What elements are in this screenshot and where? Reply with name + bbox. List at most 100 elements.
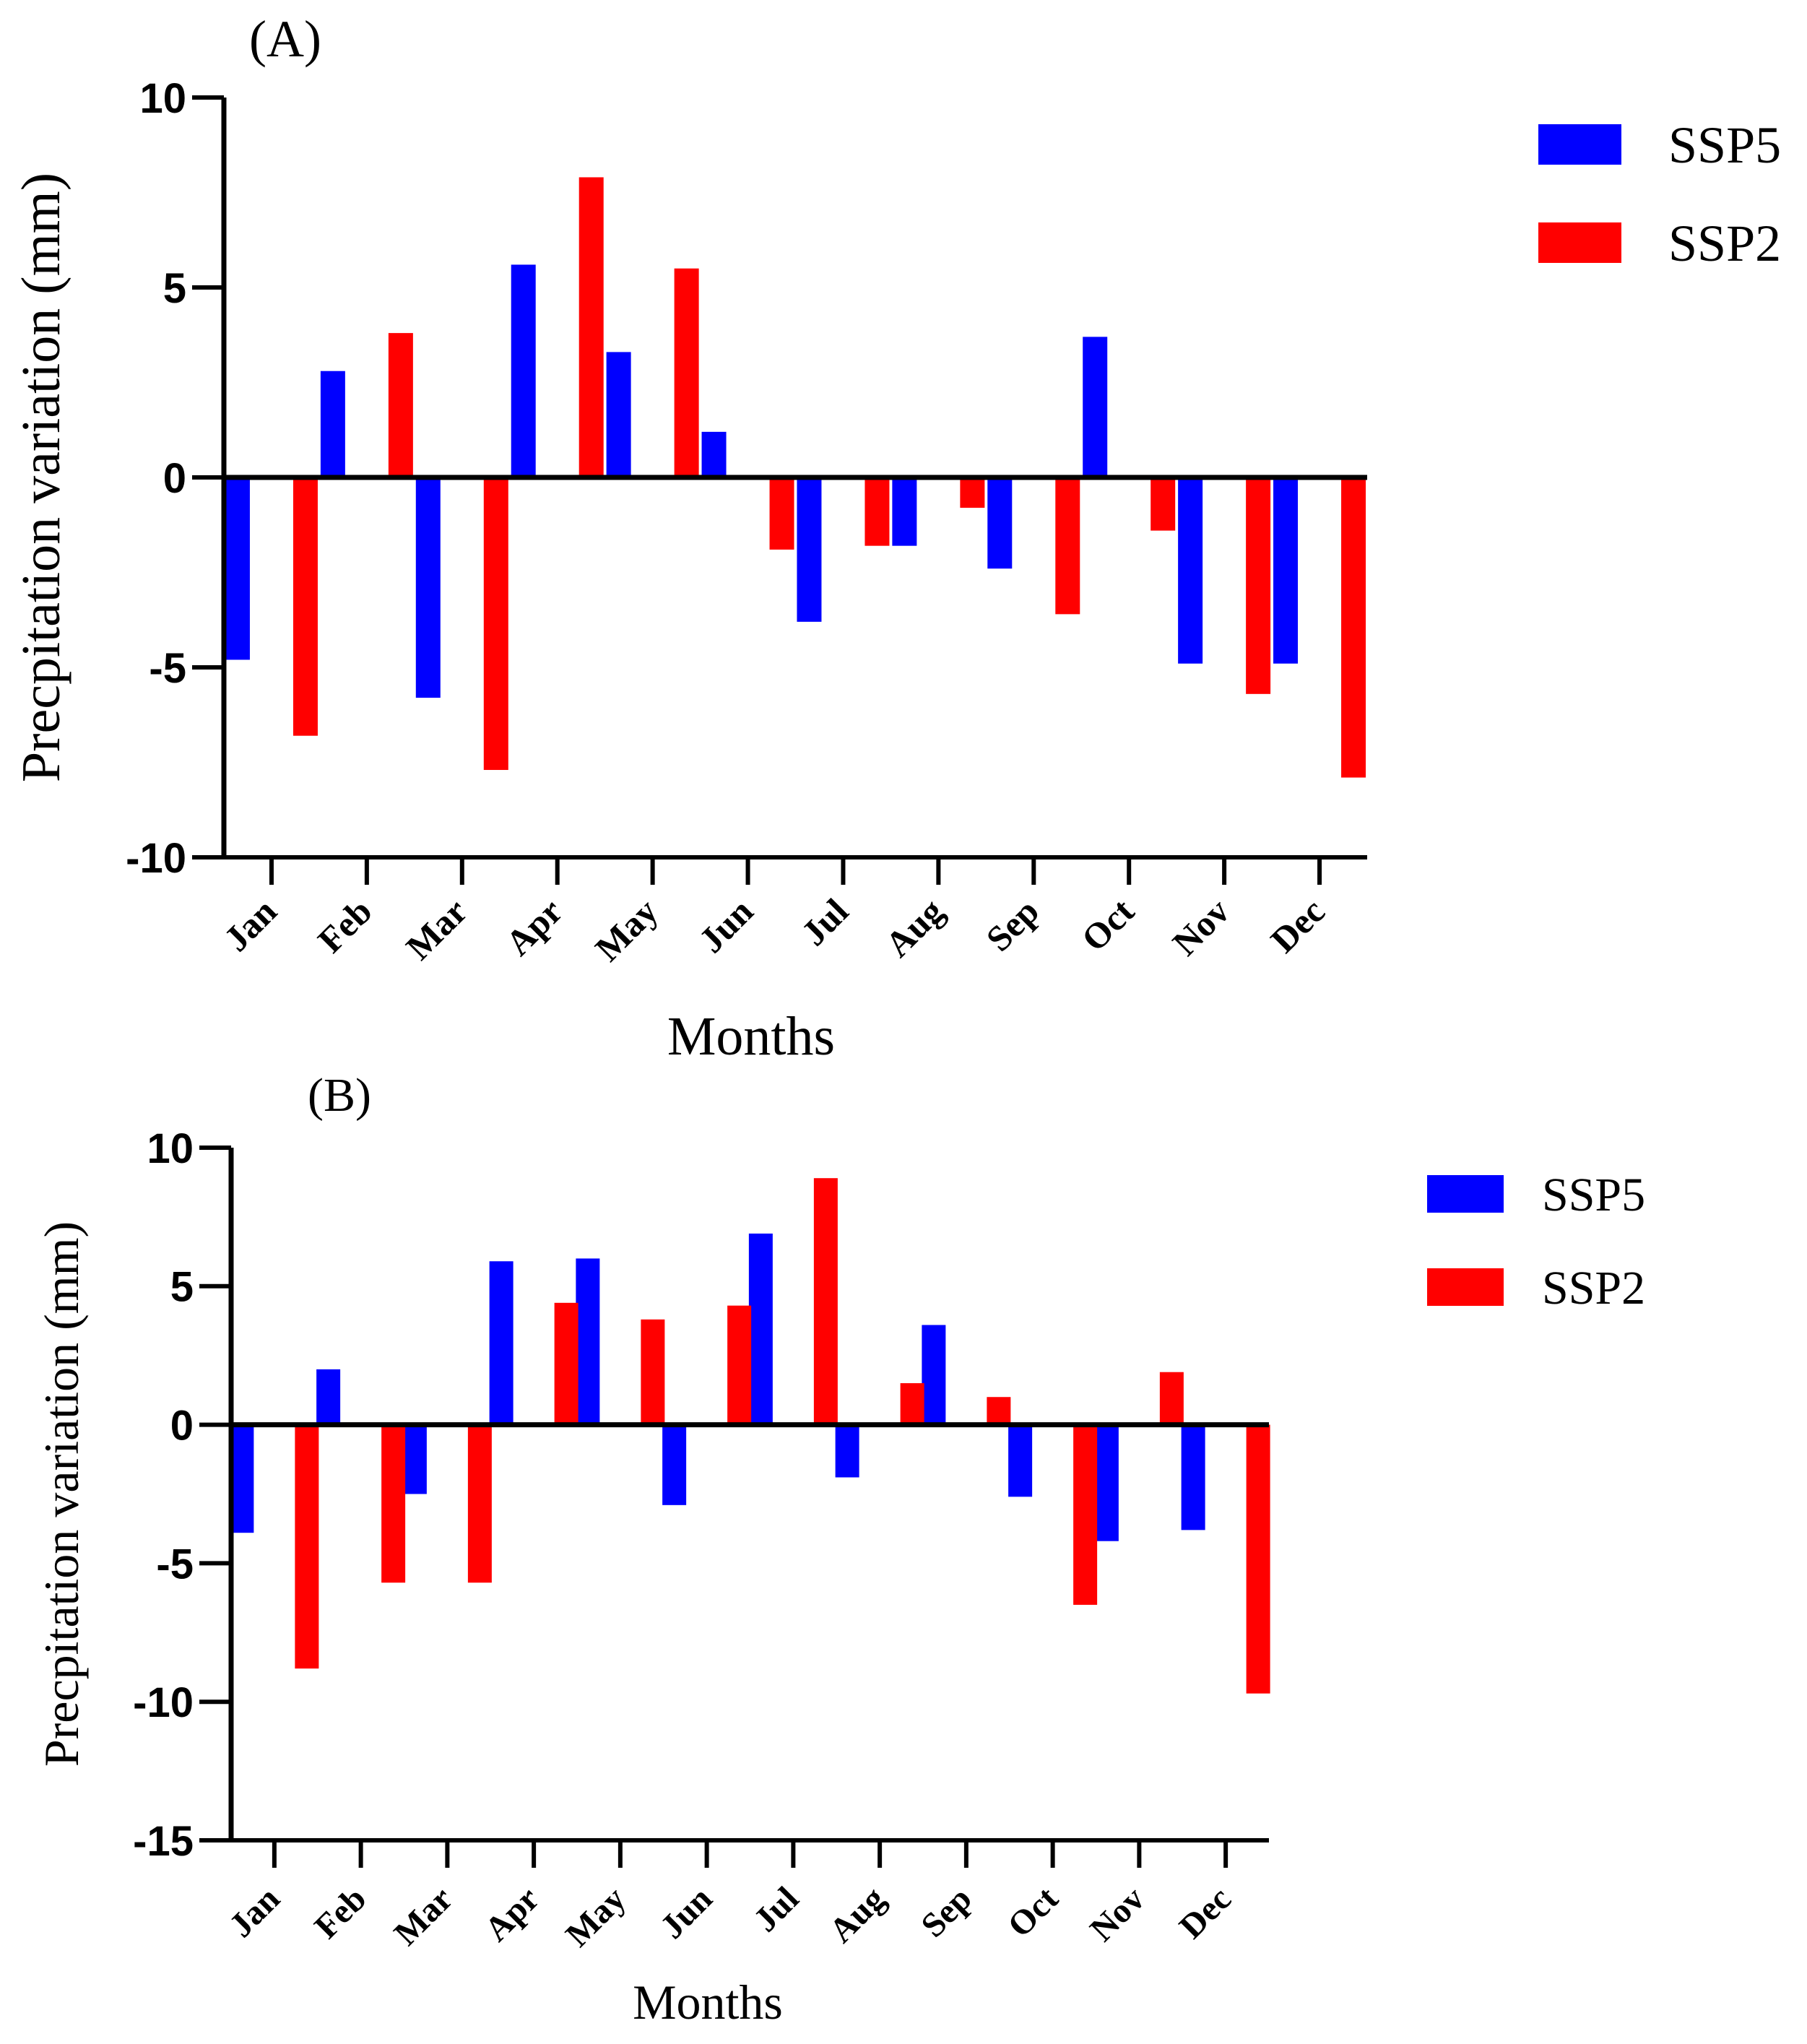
chart-b-xtick-label-nov: Nov	[1083, 1879, 1152, 1949]
chart-b-y-axis-title: Precpitation variation (mm)	[34, 1221, 89, 1767]
chart-a-panel-label: (A)	[249, 10, 321, 68]
chart-b-bar-ssp2-may	[641, 1319, 665, 1425]
chart-a-legend-label-ssp2: SSP2	[1668, 215, 1781, 272]
chart-b-bar-ssp2-jul	[813, 1178, 838, 1425]
chart-b-bar-ssp5-mar	[402, 1424, 427, 1494]
chart-a-bar-ssp5-jan	[225, 477, 250, 660]
chart-b-bar-ssp5-nov	[1094, 1424, 1119, 1541]
chart-a-ytick-label: 5	[163, 265, 186, 312]
chart-b-bar-ssp2-sep	[987, 1397, 1011, 1425]
chart-a-bar-ssp2-apr	[578, 177, 604, 477]
chart-a-xtick-label-mar: Mar	[398, 891, 474, 967]
chart-b-x-axis-title: Months	[633, 1975, 783, 2030]
chart-b-bar-ssp5-sep	[922, 1325, 946, 1425]
chart-a-legend-label-ssp5: SSP5	[1668, 116, 1781, 174]
chart-a-ytick-label: 10	[139, 75, 186, 122]
chart-a-bar-ssp5-jun	[701, 431, 727, 477]
chart-b-panel-label: (B)	[308, 1069, 371, 1122]
chart-b-bar-ssp5-jun	[662, 1424, 687, 1505]
chart-b-bar-ssp2-mar	[467, 1424, 492, 1583]
chart-a-xtick-label-jul: Jul	[793, 891, 856, 953]
chart-a-bar-ssp5-may	[606, 352, 631, 477]
chart-a-bar-ssp5-nov	[1178, 477, 1203, 664]
chart-b-bar-ssp5-feb	[316, 1369, 341, 1425]
chart-b-bar-ssp5-dec	[1181, 1424, 1205, 1530]
chart-a-legend-swatch-ssp5	[1538, 124, 1621, 165]
chart-b-bar-ssp2-jan	[295, 1424, 319, 1669]
chart-a-ytick-label: -10	[126, 835, 186, 882]
chart-a-bar-ssp5-sep	[987, 477, 1013, 569]
chart-b-ytick-label: -5	[156, 1541, 194, 1588]
chart-b-bar-ssp5-jul	[748, 1233, 773, 1425]
chart-b-bar-ssp2-oct	[1073, 1424, 1098, 1605]
chart-a-bar-ssp2-feb	[388, 333, 413, 477]
chart-a-xtick-label-feb: Feb	[310, 891, 380, 961]
chart-a-bar-ssp5-feb	[320, 371, 345, 477]
chart-b-xtick-label-feb: Feb	[307, 1879, 373, 1946]
chart-b-ytick-label: 10	[147, 1125, 194, 1172]
chart-b-xtick-label-may: May	[558, 1879, 633, 1954]
chart-a-bar-ssp2-sep	[1055, 477, 1080, 615]
chart-a-bar-ssp2-jan	[292, 477, 318, 736]
chart-b-legend-label-ssp2: SSP2	[1542, 1262, 1645, 1315]
chart-a-x-axis-title: Months	[667, 1006, 835, 1067]
chart-b-legend-swatch-ssp2	[1427, 1268, 1504, 1306]
chart-a-bar-ssp5-dec	[1273, 477, 1299, 664]
chart-a-bar-ssp2-may	[674, 268, 699, 477]
chart-a-bar-ssp5-jul	[797, 477, 822, 622]
chart-a-bar-ssp5-mar	[415, 477, 441, 698]
chart-b-xtick-label-oct: Oct	[1000, 1879, 1065, 1944]
chart-b-legend-swatch-ssp5	[1427, 1175, 1504, 1213]
chart-b-xtick-label-aug: Aug	[822, 1879, 893, 1950]
chart-a-y-axis-title: Precpitation variation (mm)	[11, 173, 72, 782]
chart-a-xtick-label-jun: Jun	[691, 891, 761, 961]
chart-b-ytick-label: 5	[170, 1264, 194, 1311]
chart-a-xtick-label-may: May	[587, 891, 665, 969]
chart-a-bar-ssp5-apr	[511, 264, 536, 477]
chart-b-bar-ssp5-jan	[230, 1424, 254, 1533]
chart-a: (A) -10 -5 0 5 10 Jan Feb Mar Apr May Jun Jul Aug Sep O…	[11, 10, 1781, 1067]
chart-a-xtick-label-dec: Dec	[1262, 891, 1332, 961]
chart-a-ytick-label: 0	[163, 455, 186, 502]
chart-a-bar-ssp2-jul	[864, 477, 890, 546]
chart-b-xtick-label-sep: Sep	[914, 1879, 979, 1944]
chart-b-bar-ssp5-may	[576, 1258, 600, 1425]
chart-a-bar-ssp2-oct	[1150, 477, 1176, 531]
chart-b-ytick-label: -15	[133, 1818, 194, 1865]
chart-a-bar-ssp2-aug	[960, 477, 985, 508]
chart-b-bar-ssp2-apr	[554, 1302, 578, 1425]
chart-b-xtick-label-apr: Apr	[477, 1879, 547, 1949]
chart-b-xtick-label-jul: Jul	[746, 1879, 806, 1939]
chart-a-xtick-label-oct: Oct	[1073, 891, 1142, 959]
chart-a-xtick-label-apr: Apr	[498, 891, 570, 963]
chart-b-ytick-label: -10	[133, 1679, 194, 1726]
chart-a-legend-swatch-ssp2	[1538, 222, 1621, 263]
chart-a-bar-ssp2-mar	[483, 477, 508, 771]
chart-a-xtick-label-sep: Sep	[978, 891, 1046, 959]
chart-b-bar-ssp5-aug	[835, 1424, 859, 1478]
chart-a-bar-ssp5-oct	[1083, 337, 1108, 477]
chart-a-bar-ssp2-dec	[1341, 477, 1366, 778]
chart-b-bar-ssp5-oct	[1008, 1424, 1033, 1497]
chart-b-bar-ssp2-aug	[900, 1383, 924, 1425]
chart-b-xtick-label-dec: Dec	[1172, 1879, 1239, 1946]
chart-b-xtick-label-mar: Mar	[387, 1879, 461, 1953]
chart-b-legend: SSP5 SSP2	[1427, 1169, 1645, 1315]
chart-b-bar-ssp2-nov	[1159, 1372, 1184, 1425]
chart-b-bar-ssp5-apr	[489, 1261, 514, 1425]
chart-a-ytick-label: -5	[149, 645, 186, 692]
chart-b-xtick-label-jun: Jun	[653, 1879, 719, 1946]
chart-b-bar-ssp2-dec	[1246, 1424, 1270, 1694]
chart-a-legend: SSP5 SSP2	[1538, 116, 1781, 272]
chart-b-legend-label-ssp5: SSP5	[1542, 1169, 1645, 1221]
chart-a-bar-ssp5-aug	[892, 477, 917, 546]
chart-a-bar-ssp2-nov	[1246, 477, 1271, 694]
chart-b-bar-ssp2-feb	[381, 1424, 406, 1583]
chart-b-ytick-label: 0	[170, 1402, 194, 1449]
chart-a-xtick-label-aug: Aug	[878, 891, 951, 964]
chart-a-xtick-label-jan: Jan	[216, 891, 285, 959]
chart-a-bar-ssp2-jun	[769, 477, 794, 550]
chart-a-xtick-label-nov: Nov	[1164, 891, 1236, 963]
chart-b: (B) -15 -10 -5 0 5 10 Jan Feb Mar Apr May Jun Jul Aug S…	[34, 1069, 1645, 2030]
